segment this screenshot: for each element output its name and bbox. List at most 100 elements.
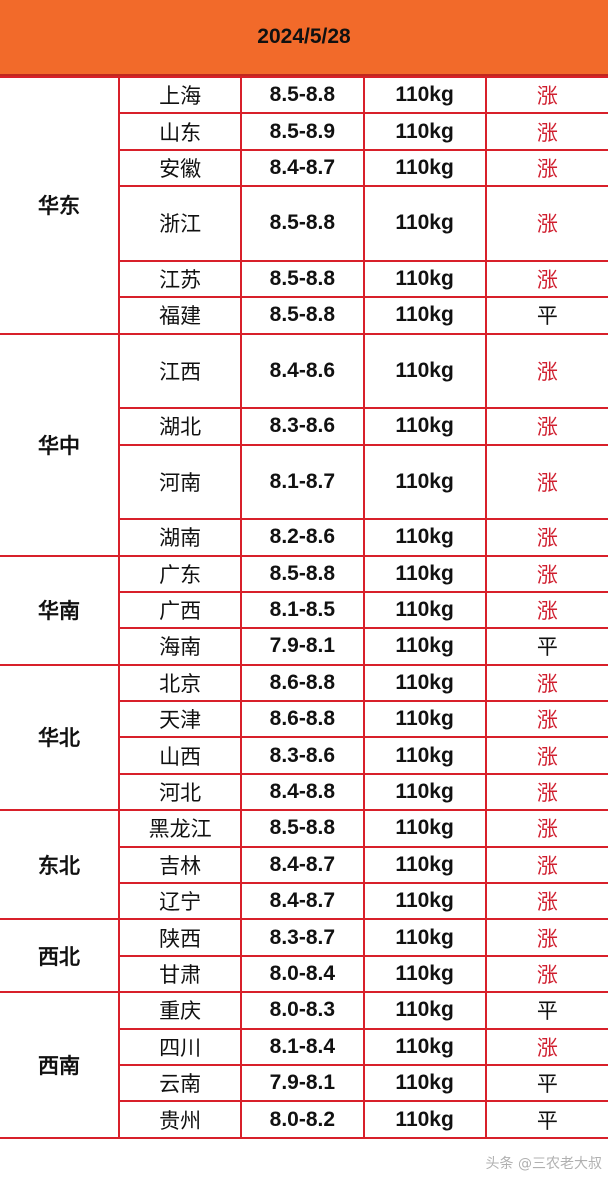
province-cell: 山西 bbox=[117, 736, 243, 775]
table-row: 华东 上海 8.5-8.8 110kg 涨 bbox=[0, 75, 608, 335]
weight-cell: 110kg bbox=[362, 259, 487, 299]
price-cell: 8.5-8.8 bbox=[240, 259, 365, 299]
table-row: 西北 陕西 8.3-8.7 110kg 涨 bbox=[0, 918, 608, 994]
province-cell: 福建 bbox=[117, 296, 243, 335]
weight-cell: 110kg bbox=[362, 772, 487, 812]
weight-cell: 110kg bbox=[362, 296, 487, 335]
region-cell: 华南 bbox=[0, 554, 120, 666]
weight-cell: 110kg bbox=[362, 954, 487, 994]
price-cell: 8.0-8.3 bbox=[240, 991, 365, 1030]
table-row: 四川 8.1-8.4 110kg 涨 bbox=[0, 1027, 608, 1066]
table-row: 吉林 8.4-8.7 110kg 涨 bbox=[0, 845, 608, 885]
province-cell: 吉林 bbox=[117, 845, 243, 885]
province-cell: 湖北 bbox=[117, 407, 243, 446]
weight-cell: 110kg bbox=[362, 332, 487, 410]
price-cell: 8.0-8.4 bbox=[240, 954, 365, 994]
price-cell: 7.9-8.1 bbox=[240, 1063, 365, 1103]
province-cell: 北京 bbox=[117, 663, 243, 703]
weight-cell: 110kg bbox=[362, 845, 487, 885]
weight-cell: 110kg bbox=[362, 1100, 487, 1139]
trend-cell: 平 bbox=[484, 1100, 608, 1139]
table-row: 江苏 8.5-8.8 110kg 涨 bbox=[0, 259, 608, 299]
province-cell: 贵州 bbox=[117, 1100, 243, 1139]
price-cell: 8.5-8.8 bbox=[240, 554, 365, 593]
province-cell: 四川 bbox=[117, 1027, 243, 1066]
table-row: 山西 8.3-8.6 110kg 涨 bbox=[0, 736, 608, 775]
weight-cell: 110kg bbox=[362, 185, 487, 262]
trend-cell: 平 bbox=[484, 627, 608, 666]
trend-cell: 涨 bbox=[484, 332, 608, 410]
trend-cell: 涨 bbox=[484, 918, 608, 957]
price-cell: 8.5-8.8 bbox=[240, 185, 365, 262]
weight-cell: 110kg bbox=[362, 809, 487, 848]
date-title: 2024/5/28 bbox=[257, 25, 351, 48]
price-cell: 8.4-8.7 bbox=[240, 845, 365, 885]
trend-cell: 涨 bbox=[484, 185, 608, 262]
trend-cell: 涨 bbox=[484, 700, 608, 739]
region-cell: 西北 bbox=[0, 918, 120, 994]
trend-cell: 涨 bbox=[484, 518, 608, 557]
weight-cell: 110kg bbox=[362, 590, 487, 630]
province-cell: 黑龙江 bbox=[117, 809, 243, 848]
weight-cell: 110kg bbox=[362, 148, 487, 188]
price-cell: 8.4-8.8 bbox=[240, 772, 365, 812]
weight-cell: 110kg bbox=[362, 1027, 487, 1066]
weight-cell: 110kg bbox=[362, 554, 487, 593]
trend-cell: 涨 bbox=[484, 845, 608, 885]
table-row: 河南 8.1-8.7 110kg 涨 bbox=[0, 443, 608, 521]
price-cell: 8.4-8.7 bbox=[240, 148, 365, 188]
trend-cell: 涨 bbox=[484, 663, 608, 703]
province-cell: 云南 bbox=[117, 1063, 243, 1103]
trend-cell: 涨 bbox=[484, 75, 608, 115]
trend-cell: 涨 bbox=[484, 809, 608, 848]
price-cell: 8.1-8.4 bbox=[240, 1027, 365, 1066]
price-cell: 8.3-8.6 bbox=[240, 407, 365, 446]
weight-cell: 110kg bbox=[362, 1063, 487, 1103]
province-cell: 广东 bbox=[117, 554, 243, 593]
table-row: 东北 黑龙江 8.5-8.8 110kg 涨 bbox=[0, 809, 608, 921]
province-cell: 广西 bbox=[117, 590, 243, 630]
table-row: 华南 广东 8.5-8.8 110kg 涨 bbox=[0, 554, 608, 666]
table-row: 云南 7.9-8.1 110kg 平 bbox=[0, 1063, 608, 1103]
province-cell: 河北 bbox=[117, 772, 243, 812]
trend-cell: 涨 bbox=[484, 112, 608, 151]
trend-cell: 涨 bbox=[484, 259, 608, 299]
table-row: 辽宁 8.4-8.7 110kg 涨 bbox=[0, 882, 608, 921]
region-cell: 华东 bbox=[0, 76, 120, 335]
price-cell: 8.4-8.7 bbox=[240, 882, 365, 921]
trend-cell: 涨 bbox=[484, 882, 608, 921]
weight-cell: 110kg bbox=[362, 75, 487, 115]
weight-cell: 110kg bbox=[362, 882, 487, 921]
trend-cell: 涨 bbox=[484, 148, 608, 188]
table-row: 河北 8.4-8.8 110kg 涨 bbox=[0, 772, 608, 812]
province-cell: 浙江 bbox=[117, 185, 243, 262]
table-row: 贵州 8.0-8.2 110kg 平 bbox=[0, 1100, 608, 1139]
weight-cell: 110kg bbox=[362, 627, 487, 666]
price-cell: 8.3-8.6 bbox=[240, 736, 365, 775]
province-cell: 天津 bbox=[117, 700, 243, 739]
price-cell: 8.5-8.8 bbox=[240, 75, 365, 115]
trend-cell: 涨 bbox=[484, 443, 608, 521]
table-row: 天津 8.6-8.8 110kg 涨 bbox=[0, 700, 608, 739]
table-row: 安徽 8.4-8.7 110kg 涨 bbox=[0, 148, 608, 188]
province-cell: 江西 bbox=[117, 332, 243, 410]
trend-cell: 涨 bbox=[484, 407, 608, 446]
province-cell: 辽宁 bbox=[117, 882, 243, 921]
weight-cell: 110kg bbox=[362, 918, 487, 957]
price-cell: 8.0-8.2 bbox=[240, 1100, 365, 1139]
trend-cell: 平 bbox=[484, 991, 608, 1030]
province-cell: 陕西 bbox=[117, 918, 243, 957]
date-header: 2024/5/28 bbox=[0, 0, 608, 76]
province-cell: 重庆 bbox=[117, 991, 243, 1030]
weight-cell: 110kg bbox=[362, 443, 487, 521]
price-cell: 8.6-8.8 bbox=[240, 663, 365, 703]
trend-cell: 涨 bbox=[484, 954, 608, 994]
price-table: 华东 上海 8.5-8.8 110kg 涨山东 8.5-8.9 110kg 涨安徽 8.4-8.… bbox=[0, 75, 608, 1139]
table-row: 浙江 8.5-8.8 110kg 涨 bbox=[0, 185, 608, 262]
table-row: 山东 8.5-8.9 110kg 涨 bbox=[0, 112, 608, 151]
province-cell: 山东 bbox=[117, 112, 243, 151]
trend-cell: 涨 bbox=[484, 1027, 608, 1066]
trend-cell: 涨 bbox=[484, 554, 608, 593]
price-cell: 8.1-8.5 bbox=[240, 590, 365, 630]
weight-cell: 110kg bbox=[362, 991, 487, 1030]
